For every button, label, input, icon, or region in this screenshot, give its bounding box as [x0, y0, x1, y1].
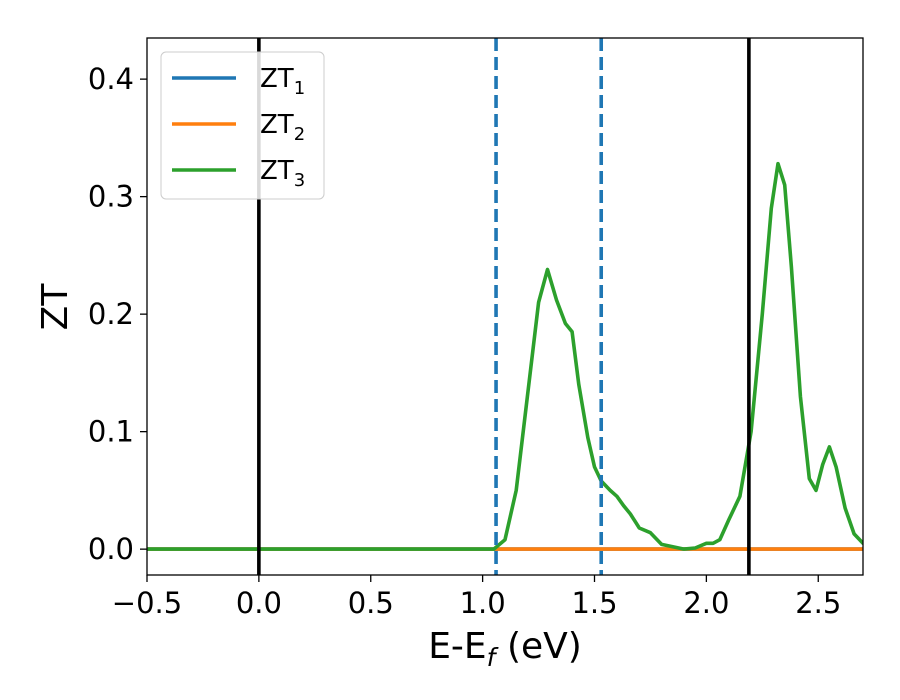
- y-tick-label: 0.3: [88, 180, 134, 214]
- x-tick-label: 2.0: [683, 586, 729, 620]
- y-axis-ticks: 0.0 0.1 0.2 0.3 0.4: [88, 62, 147, 566]
- y-tick-label: 0.4: [88, 62, 134, 96]
- legend-label-3: ZT3: [260, 156, 305, 191]
- y-tick-label: 0.1: [88, 415, 134, 449]
- x-tick-label: 0.0: [236, 586, 282, 620]
- series-line-3: [147, 161, 863, 551]
- y-tick-label: 0.2: [88, 297, 134, 331]
- legend: ZT1 ZT2 ZT3: [160, 51, 325, 200]
- legend-label-1: ZT1: [260, 64, 305, 99]
- y-tick-label: 0.0: [88, 532, 134, 566]
- legend-box: [160, 51, 325, 200]
- x-tick-label: −0.5: [112, 586, 182, 620]
- x-tick-label: 0.5: [348, 586, 394, 620]
- plot-frame: [146, 37, 864, 576]
- x-tick-label: 1.0: [460, 586, 506, 620]
- x-tick-label: 1.5: [571, 586, 617, 620]
- x-tick-label: 2.5: [795, 586, 841, 620]
- legend-label-2: ZT2: [260, 110, 305, 145]
- x-axis-label: E-Ef (eV): [428, 626, 582, 672]
- y-axis-label: ZT: [35, 283, 76, 331]
- x-axis-ticks: −0.5 0.0 0.5 1.0 1.5 2.0 2.5: [112, 575, 841, 620]
